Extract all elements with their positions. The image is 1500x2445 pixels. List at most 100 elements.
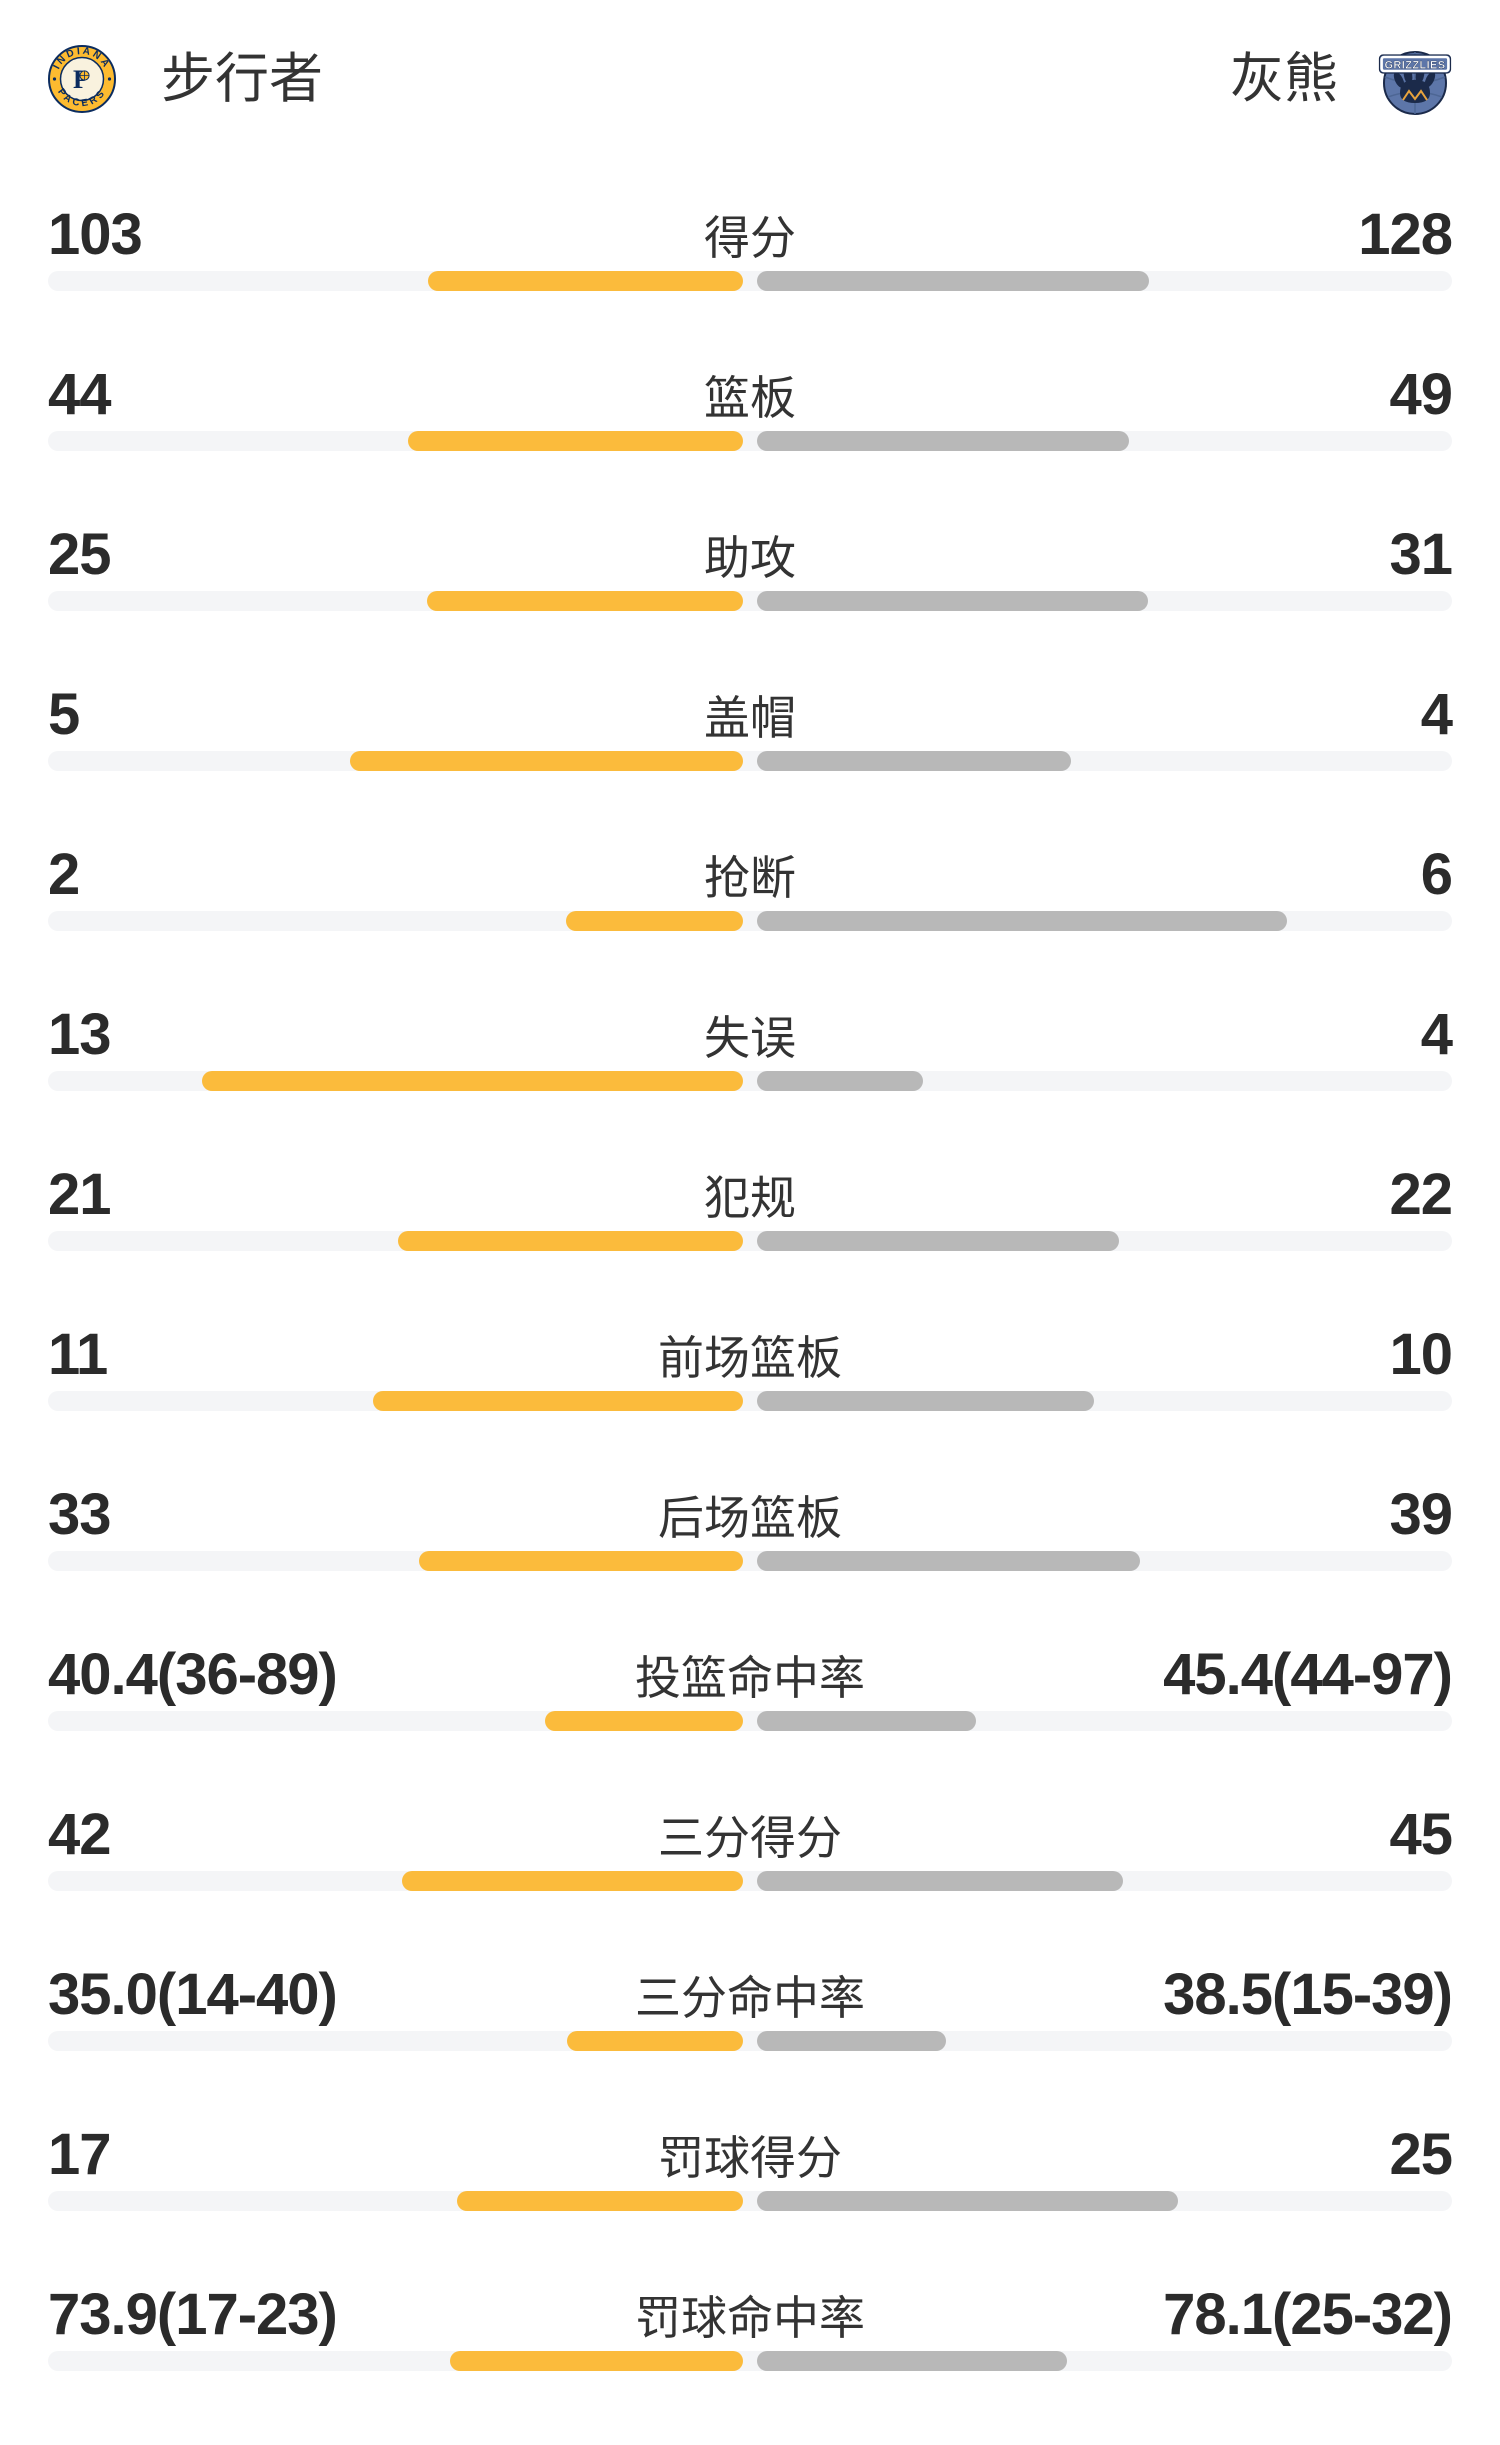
- stat-row: 25 助攻 31: [48, 521, 1453, 681]
- stat-label: 罚球命中率: [635, 2292, 865, 2344]
- home-stat-value: 35.0(14-40): [48, 1962, 338, 2027]
- home-stat-bar: [566, 911, 743, 931]
- stat-label: 罚球得分: [658, 2132, 842, 2184]
- away-stat-value: 45.4(44-97): [1163, 1642, 1453, 1707]
- stat-text-line: 44 篮板 49: [48, 361, 1453, 427]
- stat-bar-track: [48, 1391, 1452, 1411]
- stat-bar-track: [48, 911, 1452, 931]
- home-stat-value: 25: [48, 522, 112, 587]
- stat-label: 犯规: [704, 1172, 796, 1224]
- stat-label: 得分: [704, 212, 796, 264]
- stat-bar-track: [48, 271, 1452, 291]
- stat-bar-track: [48, 751, 1452, 771]
- stat-row: 73.9(17-23) 罚球命中率 78.1(25-32): [48, 2281, 1453, 2441]
- stat-text-line: 11 前场篮板 10: [48, 1321, 1453, 1387]
- stat-text-line: 21 犯规 22: [48, 1161, 1453, 1227]
- stat-row: 21 犯规 22: [48, 1161, 1453, 1321]
- stat-bar-track: [48, 1551, 1452, 1571]
- away-stat-bar: [757, 2031, 946, 2051]
- away-stat-value: 128: [1358, 202, 1453, 267]
- home-stat-value: 21: [48, 1162, 112, 1227]
- away-stat-value: 25: [1389, 2122, 1453, 2187]
- pacers-logo: INDIANA PACERS P: [48, 45, 116, 113]
- stat-label: 助攻: [704, 532, 796, 584]
- team-stats-panel: INDIANA PACERS P 步行者 灰熊: [0, 45, 1500, 2445]
- stat-row: 11 前场篮板 10: [48, 1321, 1453, 1481]
- away-stat-value: 31: [1389, 522, 1453, 587]
- stat-bar-track: [48, 2191, 1452, 2211]
- stat-text-line: 2 抢断 6: [48, 841, 1453, 907]
- stat-text-line: 33 后场篮板 39: [48, 1481, 1453, 1547]
- home-stat-value: 33: [48, 1482, 112, 1547]
- away-stat-value: 22: [1389, 1162, 1453, 1227]
- away-stat-bar: [757, 1231, 1119, 1251]
- stat-bar-track: [48, 2031, 1452, 2051]
- stat-label: 失误: [704, 1012, 796, 1064]
- stat-label: 前场篮板: [658, 1332, 842, 1384]
- stat-row: 35.0(14-40) 三分命中率 38.5(15-39): [48, 1961, 1453, 2121]
- stat-row: 33 后场篮板 39: [48, 1481, 1453, 1641]
- stat-text-line: 5 盖帽 4: [48, 681, 1453, 747]
- away-stat-value: 45: [1389, 1802, 1453, 1867]
- away-team-name: 灰熊: [1230, 49, 1338, 109]
- stat-row: 13 失误 4: [48, 1001, 1453, 1161]
- stats-list: 103 得分 128 44 篮板 49 25 助攻: [0, 201, 1500, 2441]
- home-stat-value: 103: [48, 202, 143, 267]
- away-stat-bar: [757, 1551, 1140, 1571]
- home-stat-bar: [402, 1871, 743, 1891]
- stat-text-line: 25 助攻 31: [48, 521, 1453, 587]
- away-stat-value: 6: [1420, 842, 1453, 907]
- stat-row: 42 三分得分 45: [48, 1801, 1453, 1961]
- home-stat-value: 11: [48, 1322, 108, 1387]
- away-stat-bar: [757, 751, 1071, 771]
- header: INDIANA PACERS P 步行者 灰熊: [0, 43, 1500, 115]
- away-stat-bar: [757, 911, 1287, 931]
- home-stat-bar: [350, 751, 743, 771]
- stat-bar-track: [48, 2351, 1452, 2371]
- stat-text-line: 17 罚球得分 25: [48, 2121, 1453, 2187]
- away-stat-bar: [757, 1711, 976, 1731]
- away-stat-value: 4: [1420, 1002, 1453, 1067]
- stat-label: 盖帽: [704, 692, 796, 744]
- home-stat-bar: [545, 1711, 743, 1731]
- stat-bar-track: [48, 1711, 1452, 1731]
- home-stat-bar: [457, 2191, 743, 2211]
- stat-bar-track: [48, 431, 1452, 451]
- away-stat-value: 4: [1420, 682, 1453, 747]
- stat-row: 103 得分 128: [48, 201, 1453, 361]
- stat-row: 17 罚球得分 25: [48, 2121, 1453, 2281]
- home-stat-value: 5: [48, 682, 80, 747]
- stat-label: 抢断: [704, 852, 796, 904]
- home-stat-bar: [408, 431, 743, 451]
- home-stat-value: 44: [48, 362, 112, 427]
- home-stat-value: 42: [48, 1802, 112, 1867]
- away-stat-bar: [757, 1391, 1094, 1411]
- away-stat-value: 49: [1389, 362, 1453, 427]
- home-stat-bar: [567, 2031, 743, 2051]
- home-stat-bar: [450, 2351, 743, 2371]
- home-stat-bar: [202, 1071, 743, 1091]
- stat-text-line: 73.9(17-23) 罚球命中率 78.1(25-32): [48, 2281, 1453, 2347]
- away-stat-bar: [757, 431, 1129, 451]
- away-team: 灰熊 GRIZZLIES: [1230, 43, 1452, 115]
- stat-label: 后场篮板: [658, 1492, 842, 1544]
- home-stat-value: 73.9(17-23): [48, 2282, 338, 2347]
- stat-row: 5 盖帽 4: [48, 681, 1453, 841]
- away-stat-bar: [757, 271, 1149, 291]
- home-stat-value: 17: [48, 2122, 112, 2187]
- away-stat-bar: [757, 591, 1148, 611]
- away-stat-value: 38.5(15-39): [1163, 1962, 1453, 2027]
- home-stat-bar: [428, 271, 743, 291]
- stat-label: 篮板: [704, 372, 796, 424]
- stat-text-line: 42 三分得分 45: [48, 1801, 1453, 1867]
- away-stat-bar: [757, 2191, 1178, 2211]
- away-stat-value: 10: [1389, 1322, 1453, 1387]
- stat-label: 三分命中率: [635, 1972, 865, 2024]
- stat-text-line: 103 得分 128: [48, 201, 1453, 267]
- home-team: INDIANA PACERS P 步行者: [48, 45, 323, 113]
- home-stat-value: 40.4(36-89): [48, 1642, 338, 1707]
- away-stat-bar: [757, 1871, 1123, 1891]
- home-team-name: 步行者: [161, 49, 323, 109]
- home-stat-value: 2: [48, 842, 80, 907]
- stat-label: 三分得分: [658, 1812, 842, 1864]
